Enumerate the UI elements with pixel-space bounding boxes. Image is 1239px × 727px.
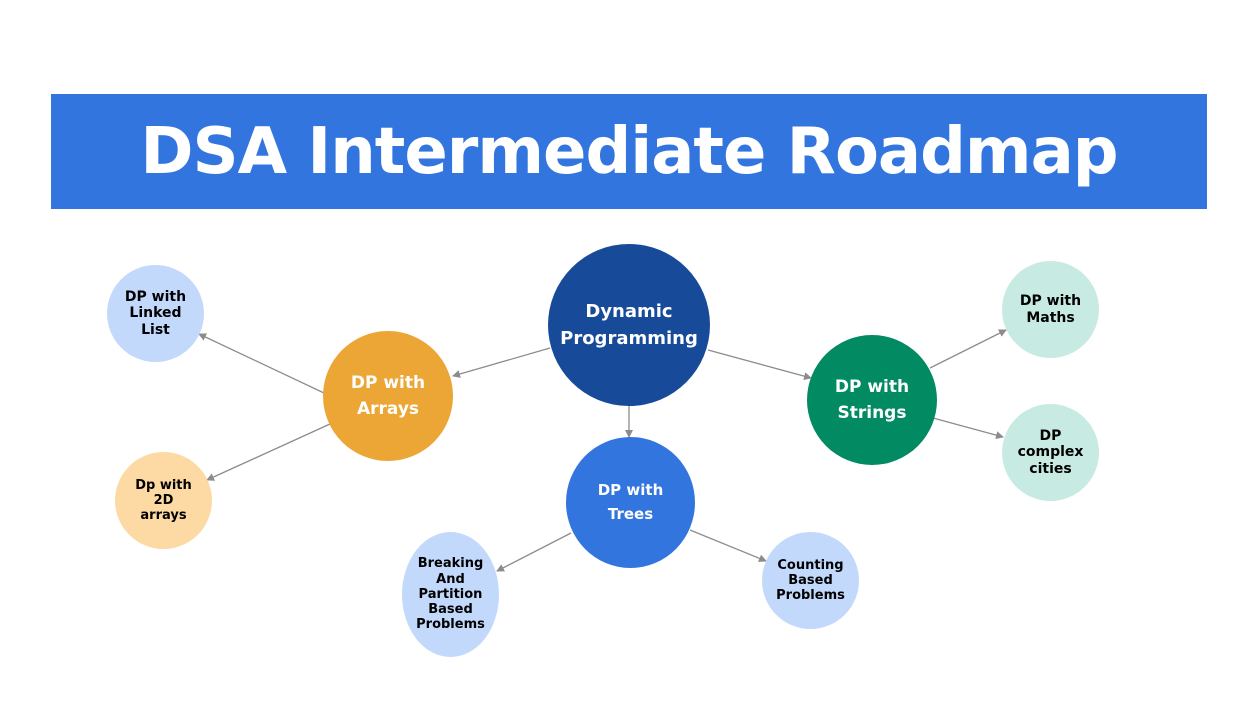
node-breaking-and-partition-label: Breaking And Partition Based Problems: [416, 556, 485, 633]
node-dp-with-arrays: DP with Arrays: [323, 331, 453, 461]
node-dp-complexities: DP complex cities: [1002, 404, 1099, 501]
edge-strings-to-maths: [929, 329, 1007, 369]
node-dp-with-trees: DP with Trees: [566, 437, 695, 568]
node-dp-with-trees-label: DP with Trees: [597, 481, 664, 523]
title-banner: DSA Intermediate Roadmap: [51, 94, 1207, 209]
page-title: DSA Intermediate Roadmap: [140, 114, 1118, 189]
edge-trees-to-counting: [689, 529, 767, 563]
node-dp-with-2d-arrays: Dp with 2D arrays: [115, 452, 212, 549]
node-dp-with-maths: DP with Maths: [1002, 261, 1099, 358]
node-counting-based-problems-label: Counting Based Problems: [776, 557, 845, 604]
edge-main-to-strings: [707, 349, 812, 381]
edge-main-to-arrays: [452, 347, 551, 378]
node-breaking-and-partition: Breaking And Partition Based Problems: [402, 532, 499, 657]
edge-arrays-to-2d-arrays: [206, 423, 331, 481]
node-dp-with-2d-arrays-label: Dp with 2D arrays: [135, 477, 192, 524]
node-dp-with-strings-label: DP with Strings: [834, 376, 910, 423]
node-dp-with-maths-label: DP with Maths: [1019, 292, 1082, 326]
edge-arrays-to-linked-list: [198, 333, 325, 394]
edge-strings-to-complexities: [932, 417, 1004, 440]
node-dynamic-programming: Dynamic Programming: [548, 244, 710, 406]
node-dp-with-linked-list-label: DP with Linked List: [124, 288, 187, 338]
node-counting-based-problems: Counting Based Problems: [762, 532, 859, 629]
node-dp-complexities-label: DP complex cities: [1017, 427, 1084, 477]
node-dp-with-arrays-label: DP with Arrays: [350, 372, 426, 419]
edge-trees-to-breaking: [496, 532, 572, 572]
node-dynamic-programming-label: Dynamic Programming: [560, 301, 698, 349]
node-dp-with-linked-list: DP with Linked List: [107, 265, 204, 362]
node-dp-with-strings: DP with Strings: [807, 335, 937, 465]
